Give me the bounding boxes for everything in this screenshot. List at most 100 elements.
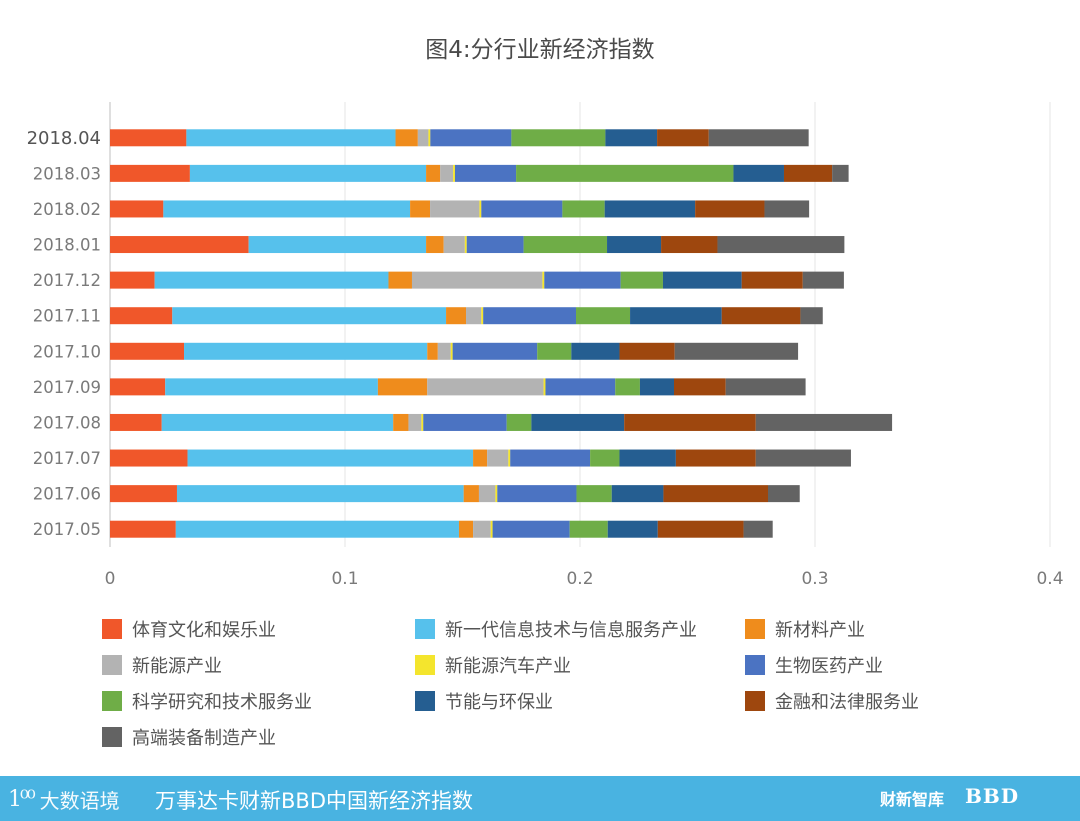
bar-segment <box>662 271 742 289</box>
legend-item: 新能源汽车产业 <box>415 654 571 677</box>
bar-segment <box>453 164 455 182</box>
legend-label: 新能源汽车产业 <box>445 656 571 677</box>
bar-segment <box>576 485 612 503</box>
bar-segment <box>154 271 389 289</box>
category-label: 2018.03 <box>33 164 101 183</box>
x-tick-label: 0.3 <box>801 569 828 589</box>
bar-segment <box>523 236 608 254</box>
bar-segment <box>755 413 893 431</box>
legend-label: 金融和法律服务业 <box>775 692 919 713</box>
bar-segment <box>410 200 431 218</box>
bar-segment <box>531 413 625 431</box>
bar-segment <box>466 236 524 254</box>
bar-segment <box>176 485 464 503</box>
category-label: 2018.02 <box>33 200 101 219</box>
legend-item: 节能与环保业 <box>415 690 553 713</box>
bar-segment <box>165 378 378 396</box>
legend-swatch <box>415 655 435 675</box>
bar-segment <box>661 236 718 254</box>
bar-segment <box>657 520 744 538</box>
bar-segment <box>721 307 801 325</box>
bar-segment <box>481 307 484 325</box>
legend-item: 新能源产业 <box>102 654 222 677</box>
bar-segment <box>395 129 418 147</box>
bar-segment <box>440 164 454 182</box>
bar-segment <box>590 449 620 467</box>
x-tick-label: 0.4 <box>1036 569 1063 589</box>
bar-segment <box>466 307 482 325</box>
legend-label: 科学研究和技术服务业 <box>132 692 312 713</box>
footer-title: 万事达卡财新BBD中国新经济指数 <box>155 789 473 813</box>
bar-segment <box>110 164 190 182</box>
bar-segment <box>186 129 396 147</box>
bar-segment <box>768 485 800 503</box>
category-label: 2017.11 <box>33 307 101 326</box>
category-label: 2017.10 <box>33 342 101 361</box>
bar-segment <box>604 200 696 218</box>
bar-segment <box>695 200 765 218</box>
bar-segment <box>657 129 709 147</box>
legend-swatch <box>415 619 435 639</box>
bar-segment <box>725 378 806 396</box>
bar-segment <box>161 413 394 431</box>
bar-segment <box>802 271 844 289</box>
stacked-bar-chart: 2018.04 2018.03 2018.02 2018.01 2017.12 2017.… <box>27 102 1064 589</box>
bar-segment <box>497 485 577 503</box>
legend-label: 体育文化和娱乐业 <box>132 620 276 641</box>
legend-swatch <box>745 655 765 675</box>
bar-segment <box>607 236 662 254</box>
logo-text: 大数语境 <box>39 788 120 813</box>
bar-segment <box>446 307 467 325</box>
bar-segment <box>755 449 851 467</box>
bar-segment <box>187 449 474 467</box>
bar-segment <box>473 520 491 538</box>
bar-segment <box>450 342 453 360</box>
legend-item: 科学研究和技术服务业 <box>102 690 312 713</box>
footer-logo: 1⁰⁰ 大数语境 <box>8 784 120 814</box>
category-label: 2017.12 <box>33 271 101 290</box>
footer-brand-caixin: 财新智库 <box>880 790 945 809</box>
legend-item: 高端装备制造产业 <box>102 726 276 749</box>
bar-segment <box>479 200 482 218</box>
bar-segment <box>110 520 176 538</box>
bar-segment <box>708 129 809 147</box>
bar-segment <box>615 378 640 396</box>
bar-segment <box>175 520 459 538</box>
category-label: 2017.08 <box>33 413 101 432</box>
bar-segment <box>674 378 726 396</box>
legend-swatch <box>745 619 765 639</box>
bar-segment <box>542 271 545 289</box>
bar-segment <box>508 449 511 467</box>
bar-segment <box>110 413 162 431</box>
bar-segment <box>408 413 422 431</box>
bar-segment <box>492 520 570 538</box>
category-label: 2017.09 <box>33 378 101 397</box>
bar-segment <box>487 449 509 467</box>
bar-segment <box>741 271 803 289</box>
bar-segment <box>545 378 616 396</box>
bar-segment <box>417 129 429 147</box>
category-label: 2018.04 <box>27 128 101 149</box>
bar-segment <box>764 200 810 218</box>
bar-segment <box>717 236 845 254</box>
bar-segment <box>571 342 620 360</box>
bar-segment <box>506 413 532 431</box>
bar-segment <box>619 342 675 360</box>
bar-segment <box>110 200 164 218</box>
bar-segment <box>537 342 572 360</box>
bar-segment <box>607 520 658 538</box>
x-tick-label: 0 <box>105 569 116 589</box>
bar-segment <box>639 378 674 396</box>
bar-segment <box>611 485 664 503</box>
bar-segment <box>377 378 428 396</box>
bar-segment <box>427 378 544 396</box>
bar-segment <box>110 485 177 503</box>
bar-segment <box>248 236 427 254</box>
bar-segment <box>495 485 498 503</box>
bar-segment <box>463 485 479 503</box>
bar-segment <box>393 413 409 431</box>
bar-segment <box>620 271 663 289</box>
bar-segment <box>189 164 427 182</box>
bar-segment <box>172 307 447 325</box>
category-labels: 2018.04 2018.03 2018.02 2018.01 2017.12 2017.… <box>27 128 101 539</box>
